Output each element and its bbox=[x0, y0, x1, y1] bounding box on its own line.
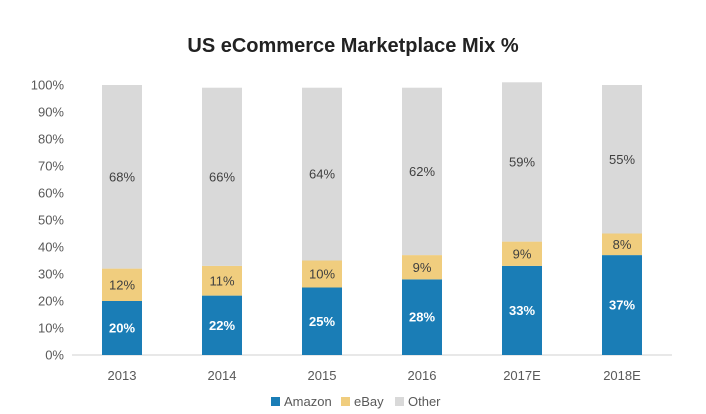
y-tick-label: 60% bbox=[38, 186, 64, 201]
bar-other-2016 bbox=[402, 87, 442, 256]
data-label: 64% bbox=[309, 167, 335, 182]
bar-ebay-2018e bbox=[602, 233, 642, 256]
legend-swatch-amazon bbox=[271, 397, 280, 406]
data-label: 55% bbox=[609, 152, 635, 167]
bar-ebay-2014 bbox=[202, 265, 242, 296]
y-axis: 0% 10% 20% 30% 40% 50% 60% 70% 80% 90% 100% bbox=[31, 78, 65, 363]
legend-label-ebay: eBay bbox=[354, 394, 384, 409]
y-tick-label: 0% bbox=[45, 348, 64, 363]
legend: Amazon eBay Other bbox=[271, 394, 441, 409]
y-tick-label: 10% bbox=[38, 321, 64, 336]
x-tick-label: 2013 bbox=[108, 368, 137, 383]
data-label: 20% bbox=[109, 321, 135, 336]
bar-other-2013 bbox=[102, 85, 142, 269]
y-tick-label: 50% bbox=[38, 213, 64, 228]
bar-amazon-2015 bbox=[302, 287, 342, 355]
data-label: 9% bbox=[513, 246, 532, 261]
y-tick-label: 20% bbox=[38, 294, 64, 309]
y-tick-label: 40% bbox=[38, 240, 64, 255]
bar-ebay-2015 bbox=[302, 260, 342, 288]
bar-ebay-2017e bbox=[502, 241, 542, 266]
bar-other-2014 bbox=[202, 87, 242, 266]
x-tick-label: 2014 bbox=[208, 368, 237, 383]
y-tick-label: 30% bbox=[38, 267, 64, 282]
data-label: 62% bbox=[409, 164, 435, 179]
bar-ebay-2016 bbox=[402, 255, 442, 280]
data-label: 8% bbox=[613, 237, 632, 252]
data-label: 25% bbox=[309, 314, 335, 329]
data-label: 59% bbox=[509, 154, 535, 169]
data-label: 11% bbox=[209, 273, 234, 288]
chart-title: US eCommerce Marketplace Mix % bbox=[187, 35, 518, 57]
legend-label-other: Other bbox=[408, 394, 441, 409]
y-tick-label: 100% bbox=[31, 78, 65, 93]
bar-other-2018e bbox=[602, 85, 642, 234]
x-tick-label: 2015 bbox=[308, 368, 337, 383]
data-label: 37% bbox=[609, 298, 635, 313]
x-tick-label: 2018E bbox=[603, 368, 641, 383]
y-tick-label: 90% bbox=[38, 105, 64, 120]
y-tick-label: 70% bbox=[38, 159, 64, 174]
x-tick-label: 2016 bbox=[408, 368, 437, 383]
data-label: 10% bbox=[309, 267, 335, 282]
bar-other-2017e bbox=[502, 82, 542, 242]
bar-amazon-2013 bbox=[102, 301, 142, 355]
y-tick-label: 80% bbox=[38, 132, 64, 147]
data-label: 22% bbox=[209, 318, 235, 333]
legend-swatch-ebay bbox=[341, 397, 350, 406]
data-label: 66% bbox=[209, 169, 235, 184]
data-label: 12% bbox=[109, 277, 135, 292]
plot-area: 20% 12% 68% 22% 11% 66% 25% 10% 64% 28% 9% 62% 33% 9%… bbox=[102, 82, 642, 355]
legend-label-amazon: Amazon bbox=[284, 394, 332, 409]
bar-other-2015 bbox=[302, 87, 342, 261]
data-label: 33% bbox=[509, 303, 535, 318]
bar-amazon-2016 bbox=[402, 279, 442, 355]
bar-ebay-2013 bbox=[102, 268, 142, 301]
data-label: 9% bbox=[413, 260, 432, 275]
x-tick-label: 2017E bbox=[503, 368, 541, 383]
data-label: 28% bbox=[409, 310, 435, 325]
data-label: 68% bbox=[109, 169, 135, 184]
legend-swatch-other bbox=[395, 397, 404, 406]
x-axis: 2013 2014 2015 2016 2017E 2018E bbox=[108, 368, 642, 383]
bar-amazon-2018e bbox=[602, 255, 642, 355]
bar-amazon-2017e bbox=[502, 265, 542, 355]
bar-amazon-2014 bbox=[202, 295, 242, 355]
